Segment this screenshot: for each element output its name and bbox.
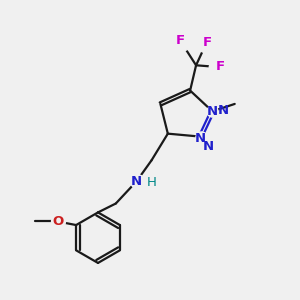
Text: O: O <box>52 215 63 228</box>
Text: H: H <box>147 176 157 189</box>
Text: N: N <box>218 104 229 117</box>
Text: N: N <box>203 140 214 153</box>
Text: N: N <box>131 175 142 188</box>
Text: F: F <box>216 60 225 73</box>
Text: N: N <box>207 105 218 118</box>
Text: F: F <box>203 36 212 49</box>
Text: N: N <box>195 132 206 145</box>
Text: F: F <box>176 34 185 47</box>
